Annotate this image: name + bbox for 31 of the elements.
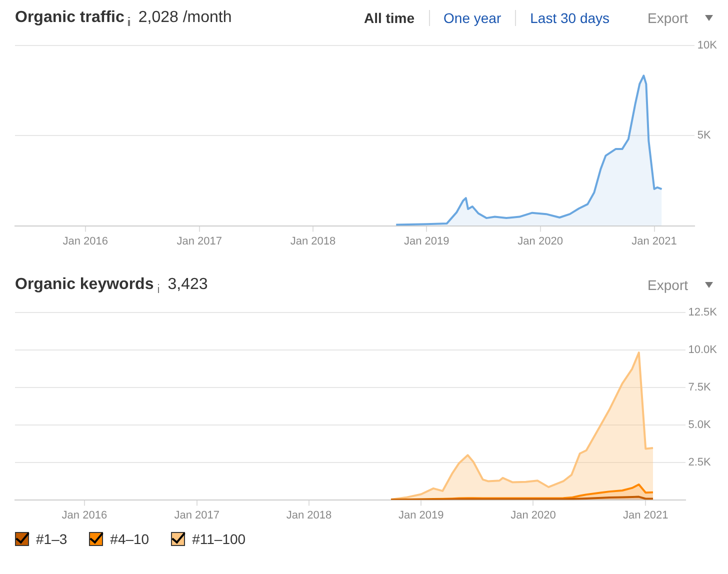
x-tick-label: Jan 2021 bbox=[622, 509, 668, 522]
chart-title: Organic keywords bbox=[15, 276, 154, 294]
text: Export bbox=[646, 277, 689, 293]
x-tick-label: Jan 2016 bbox=[62, 235, 108, 248]
x-tick-label: Jan 2017 bbox=[176, 235, 222, 248]
x-tick-label: Jan 2021 bbox=[632, 235, 677, 248]
chart-title: Organic traffic bbox=[15, 9, 124, 27]
x-tick-label: Jan 2019 bbox=[404, 235, 450, 248]
y-tick-label: 12.5K bbox=[688, 306, 718, 319]
text: One year bbox=[428, 10, 516, 26]
y-tick-label: 10.0K bbox=[688, 344, 718, 356]
chart-subtitle: 2,028 /month bbox=[138, 9, 232, 27]
x-tick-label: Jan 2020 bbox=[518, 235, 563, 248]
x-tick-label: Jan 2017 bbox=[174, 509, 220, 522]
legend-label: #4–10 bbox=[110, 531, 150, 547]
text: Last 30 days bbox=[515, 10, 624, 26]
x-tick-label: Jan 2020 bbox=[510, 509, 556, 522]
y-tick-label: 10K bbox=[697, 40, 718, 52]
x-tick-label: Jan 2019 bbox=[398, 509, 444, 522]
x-tick-label: Jan 2018 bbox=[290, 235, 336, 248]
legend-label: #1–3 bbox=[36, 531, 68, 547]
legend-label: #11–100 bbox=[192, 531, 246, 547]
y-tick-label: 2.5K bbox=[688, 456, 712, 468]
x-tick-label: Jan 2018 bbox=[286, 509, 332, 522]
y-tick-label: 5K bbox=[697, 130, 712, 142]
text: All time bbox=[362, 10, 416, 26]
chart-subtitle: 3,423 bbox=[168, 276, 208, 294]
text: Export bbox=[646, 10, 689, 26]
x-tick-label: Jan 2016 bbox=[62, 509, 108, 522]
y-tick-label: 5.0K bbox=[688, 418, 712, 431]
y-tick-label: 7.5K bbox=[688, 382, 712, 394]
